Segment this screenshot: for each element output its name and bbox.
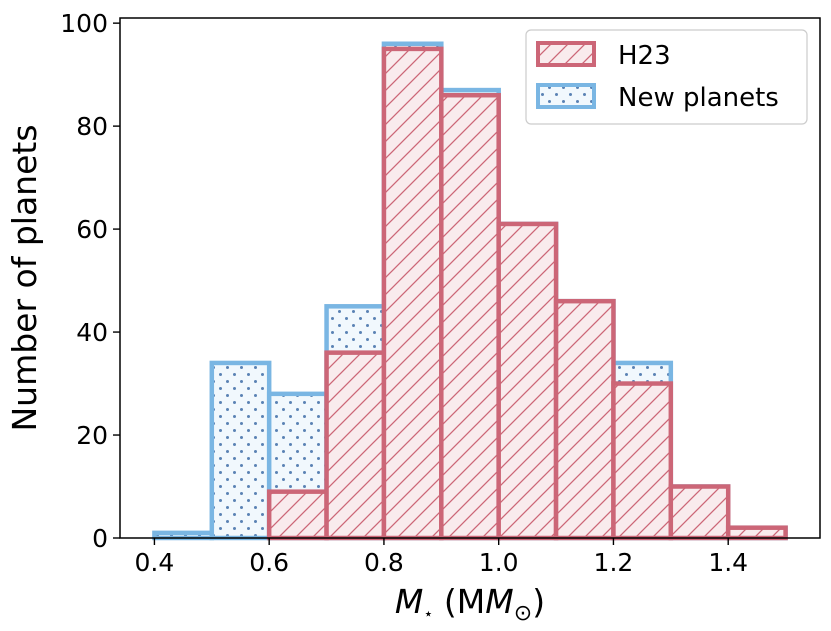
bar-new-planets-0 <box>152 530 215 541</box>
plot-frame <box>119 17 821 539</box>
legend-box <box>525 29 808 125</box>
x-axis-ticks: 0.4 0.6 0.8 1.0 1.2 1.4 <box>135 538 748 577</box>
bar-h23-10 <box>725 525 788 541</box>
y-tick-label: 40 <box>76 318 108 347</box>
bar-h23-9 <box>668 484 731 541</box>
bar-h23-4 <box>381 46 444 541</box>
bar-h23-8 <box>611 381 674 541</box>
bar-h23-6 <box>496 221 559 541</box>
x-tick-label: 1.0 <box>479 548 519 577</box>
bar-new-planets-1 <box>209 360 272 541</box>
x-tick-label: 1.2 <box>594 548 634 577</box>
bar-h23-7 <box>553 298 616 541</box>
x-tick-label: 1.4 <box>708 548 748 577</box>
y-tick-label: 60 <box>76 215 108 244</box>
x-tick-label: 0.8 <box>364 548 404 577</box>
y-tick-label: 20 <box>76 421 108 450</box>
y-tick-label: 80 <box>76 112 108 141</box>
bar-h23-3 <box>324 350 387 541</box>
x-tick-label: 0.4 <box>135 548 175 577</box>
bar-h23-5 <box>439 92 501 541</box>
x-axis-label: M⋆ (MM⊙) <box>395 582 545 626</box>
x-tick-label: 0.6 <box>249 548 289 577</box>
legend-label-new-planets: New planets <box>618 83 779 113</box>
y-tick-label: 0 <box>92 524 108 553</box>
bar-h23-2 <box>266 489 329 541</box>
y-tick-label: 100 <box>60 9 108 38</box>
legend-label-h23: H23 <box>618 41 671 71</box>
legend: H23 New planets <box>525 29 808 125</box>
y-axis-label: Number of planets <box>5 124 44 431</box>
y-axis-ticks: 0 20 40 60 80 100 <box>60 9 120 553</box>
